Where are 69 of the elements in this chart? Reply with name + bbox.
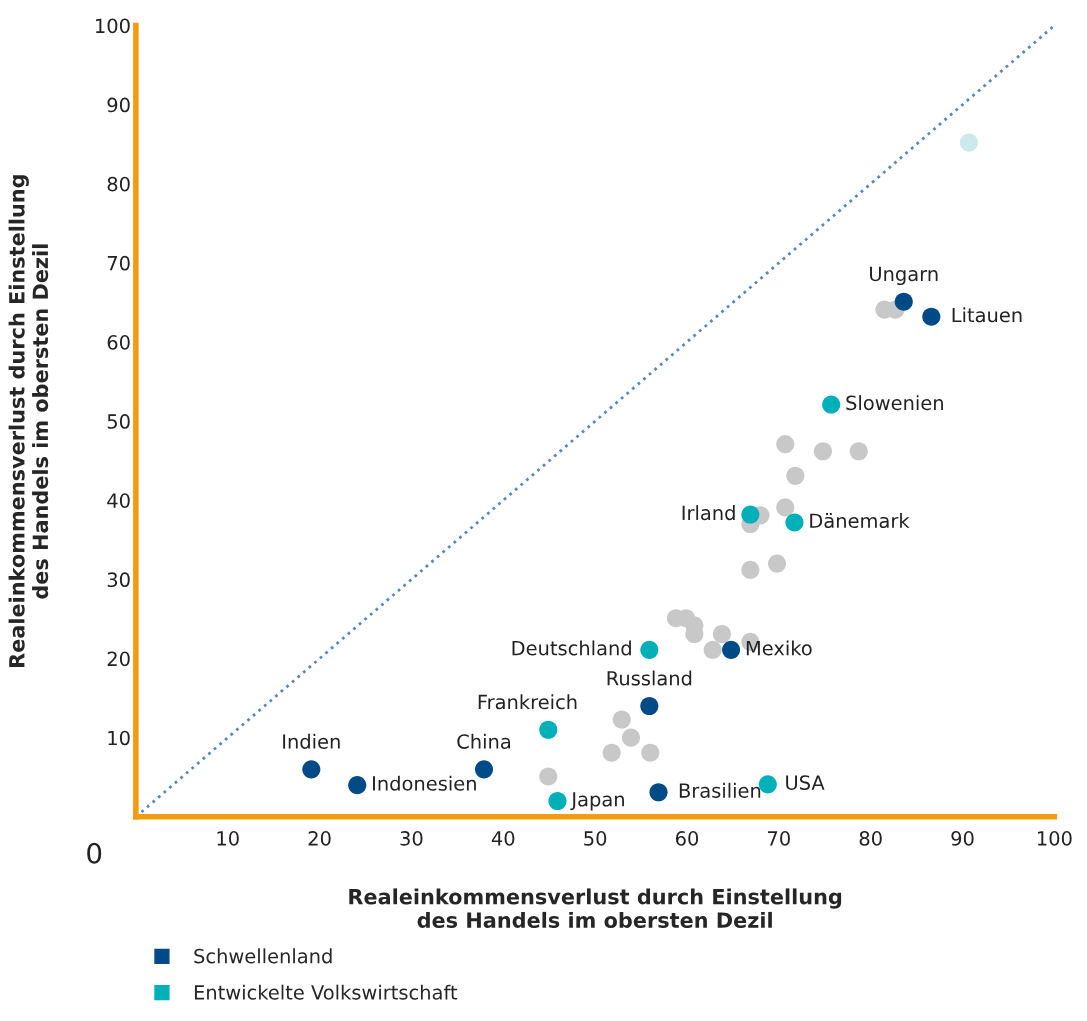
annotation: Irland [682, 505, 735, 521]
point [813, 442, 832, 461]
point [741, 505, 760, 524]
point [548, 791, 567, 811]
x-tick-label: 10 [217, 831, 239, 846]
legend-label: Schwellenland [194, 948, 332, 964]
point [474, 760, 494, 779]
x-tick-label: 80 [859, 831, 882, 846]
point [894, 292, 913, 311]
point [922, 307, 941, 326]
y-axis-title: Realeinkommensverlust durch Einstellung des Handels im obersten Dezil [8, 175, 49, 667]
annotation: Ungarn [870, 266, 938, 286]
annotation: Japan [570, 792, 624, 811]
y-tick-label: 40 [107, 493, 130, 508]
point [712, 624, 731, 644]
x-tick-label: 40 [491, 831, 515, 846]
annotation: Frankreich [478, 694, 577, 710]
point [741, 560, 760, 579]
point [640, 696, 659, 716]
point [767, 554, 787, 573]
point [849, 442, 868, 461]
y-tick-label: 50 [107, 414, 130, 429]
annotation: Indien [283, 733, 340, 749]
point [539, 767, 558, 786]
y-tick-label: 80 [107, 176, 130, 192]
y-tick-label: 70 [107, 255, 130, 271]
point [348, 776, 367, 795]
annotation: USA [786, 775, 825, 790]
annotation: Litauen [952, 307, 1022, 323]
point [621, 728, 641, 747]
annotation: Russland [607, 670, 692, 686]
y-tick-label: 60 [107, 334, 130, 350]
y-tick-label: 20 [107, 651, 130, 667]
annotation: China [457, 733, 510, 749]
point [785, 513, 804, 532]
point [612, 710, 631, 729]
x-tick-label: 90 [951, 831, 974, 846]
point [649, 783, 668, 802]
point [641, 743, 660, 762]
point [640, 640, 659, 659]
y-tick-label: 30 [107, 572, 130, 588]
annotation: Dänemark [810, 513, 910, 529]
point [703, 640, 722, 659]
annotation: Indonesien [373, 775, 476, 791]
annotation: Slowenien [846, 395, 943, 411]
x-axis-title: Realeinkommensverlust durch Einstellung des Handels im obersten Dezil [349, 888, 842, 929]
point [822, 395, 841, 414]
x-tick-label: 70 [768, 831, 790, 846]
annotation: Deutschland [512, 640, 631, 656]
annotation: Brasilien [679, 782, 761, 798]
x-tick-label: 60 [675, 831, 699, 846]
annotation: 0 [87, 842, 102, 864]
point [602, 743, 621, 762]
legend-label: Entwickelte Volkswirtschaft [194, 984, 458, 1000]
point [539, 720, 558, 739]
y-tick-label: 90 [107, 97, 130, 113]
point [302, 760, 321, 779]
point [776, 498, 795, 517]
annotation: Mexiko [746, 640, 812, 656]
point [722, 640, 741, 659]
x-tick-label: 100 [1037, 831, 1072, 846]
y-tick-label: 10 [108, 730, 130, 746]
point [959, 133, 979, 152]
point [776, 435, 795, 454]
x-tick-label: 30 [400, 831, 423, 846]
point [786, 466, 805, 485]
y-tick-label: 100 [96, 18, 130, 34]
x-tick-label: 50 [584, 831, 607, 846]
x-tick-label: 20 [308, 831, 331, 846]
